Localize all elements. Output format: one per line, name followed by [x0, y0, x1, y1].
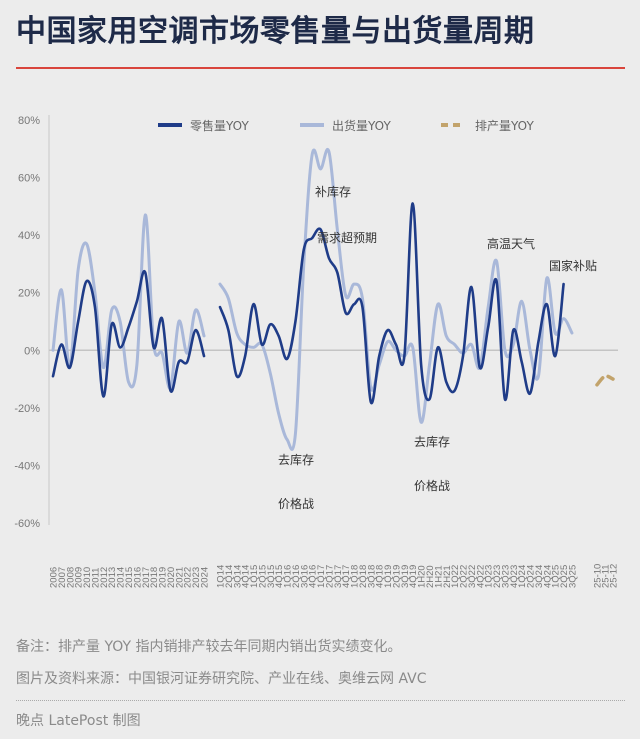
x-tick-label: 1Q17 [316, 565, 327, 588]
y-tick-label: 40% [18, 230, 40, 242]
chart: 80%60%40%20%0%-20%-40%-60%20062007200820… [14, 115, 620, 588]
x-tick-label: 1Q18 [350, 565, 361, 588]
annotation-price-war-1: 价格战 [278, 496, 314, 511]
x-tick-label: 2Q23 [492, 565, 503, 588]
x-tick-label: 2010 [82, 567, 93, 588]
x-tick-label: 1Q16 [283, 565, 294, 588]
annotation-restock: 补库存 [315, 184, 351, 199]
legend-production-label: 排产量YOY [475, 119, 534, 133]
footnote: 备注：排产量 YOY 指内销排产较去年同期内销出货实绩变化。 [16, 639, 402, 655]
x-tick-label: 4Q18 [375, 565, 386, 588]
x-tick-label: 2014 [116, 567, 127, 588]
x-tick-label: 2021 [174, 567, 185, 588]
x-tick-label: 2Q18 [358, 565, 369, 588]
x-tick-label: 3Q22 [467, 565, 478, 588]
y-tick-label: 80% [18, 115, 40, 127]
x-tick-label: 2Q17 [324, 565, 335, 588]
shipment-line [218, 147, 574, 451]
footer-divider [16, 700, 625, 701]
annotation-subsidy: 国家补贴 [549, 258, 597, 273]
x-tick-label: 2H20 [425, 565, 436, 588]
x-tick-label: 2020 [166, 567, 177, 588]
x-tick-label: 2Q15 [257, 565, 268, 588]
x-tick-label: 3Q23 [500, 565, 511, 588]
annotation-price-war-2: 价格战 [414, 478, 450, 493]
source-note: 图片及资料来源：中国银河证券研究院、产业在线、奥维云网 AVC [16, 671, 427, 687]
x-tick-label: 2009 [74, 567, 85, 588]
retail-line [218, 202, 565, 405]
y-tick-label: 20% [18, 288, 40, 300]
x-tick-label: 3Q19 [400, 565, 411, 588]
retail-line [51, 269, 206, 398]
x-tick-label: 2Q19 [391, 565, 402, 588]
x-tick-label: 2Q16 [291, 565, 302, 588]
x-tick-label: 3Q25 [567, 565, 578, 588]
x-tick-label: 1Q25 [551, 565, 562, 588]
x-tick-label: 1Q22 [450, 565, 461, 588]
x-tick-label: 2Q22 [459, 565, 470, 588]
legend-shipment-label: 出货量YOY [332, 118, 391, 133]
x-tick-label: 2015 [124, 567, 135, 588]
x-tick-label: 2012 [99, 567, 110, 588]
x-tick-label: 3Q15 [266, 565, 277, 588]
x-tick-label: 2H21 [442, 565, 453, 588]
x-tick-label: 2Q24 [526, 565, 537, 588]
title-divider [16, 67, 625, 69]
y-tick-label: 0% [24, 345, 40, 357]
y-tick-label: -40% [14, 460, 40, 472]
x-tick-label: 2017 [141, 567, 152, 588]
y-tick-label: 60% [18, 173, 40, 185]
credit: 晚点 LatePost 制图 [16, 713, 141, 729]
x-tick-label: 4Q19 [408, 565, 419, 588]
x-tick-label: 1Q19 [383, 565, 394, 588]
x-tick-label: 2024 [200, 567, 211, 588]
annotation-destock-1: 去库存 [278, 452, 314, 467]
x-tick-label: 1Q15 [249, 565, 260, 588]
x-tick-label: 2013 [107, 567, 118, 588]
y-tick-label: -20% [14, 403, 40, 415]
x-tick-label: 1Q14 [216, 565, 227, 588]
production-line [595, 374, 615, 387]
x-tick-label: 2007 [57, 567, 68, 588]
x-tick-label: 2019 [158, 567, 169, 588]
x-tick-label: 3Q14 [232, 565, 243, 588]
annotation-heat-wave: 高温天气 [487, 236, 535, 251]
x-tick-label: 4Q14 [241, 565, 252, 588]
annotation-demand-beat: 需求超预期 [317, 230, 377, 245]
x-tick-label: 2022 [183, 567, 194, 588]
x-tick-label: 4Q17 [341, 565, 352, 588]
shipment-line [51, 213, 206, 390]
annotation-destock-2: 去库存 [414, 434, 450, 449]
x-tick-label: 3Q16 [299, 565, 310, 588]
x-tick-label: 2008 [65, 567, 76, 588]
x-tick-label: 1Q23 [484, 565, 495, 588]
x-tick-label: 2011 [90, 568, 101, 588]
x-tick-label: 2Q25 [559, 565, 570, 588]
legend: 零售量YOY 出货量YOY 排产量YOY [158, 118, 534, 133]
x-tick-label: 25-12 [609, 564, 620, 588]
x-tick-label: 4Q24 [542, 565, 553, 588]
plot: 80%60%40%20%0%-20%-40%-60%20062007200820… [14, 115, 620, 588]
x-tick-label: 4Q16 [308, 565, 319, 588]
x-tick-label: 4Q15 [274, 565, 285, 588]
page-title: 中国家用空调市场零售量与出货量周期 [16, 14, 535, 49]
x-tick-label: 3Q17 [333, 565, 344, 588]
x-tick-label: 2Q14 [224, 565, 235, 588]
x-tick-label: 1Q24 [517, 565, 528, 588]
y-tick-label: -60% [14, 518, 40, 530]
x-tick-label: 1H21 [433, 565, 444, 588]
x-tick-label: 2006 [49, 567, 60, 588]
x-tick-label: 4Q23 [509, 565, 520, 588]
x-tick-label: 3Q24 [534, 565, 545, 588]
x-tick-label: 2018 [149, 567, 160, 588]
x-tick-label: 1H20 [417, 565, 428, 588]
legend-retail-label: 零售量YOY [190, 118, 249, 133]
x-tick-label: 4Q22 [475, 565, 486, 588]
x-tick-label: 25-11 [601, 564, 612, 588]
annotations: 补库存 需求超预期 去库存 价格战 去库存 价格战 高温天气 国家补贴 [278, 184, 597, 511]
x-tick-label: 25-10 [593, 564, 604, 588]
x-tick-label: 2023 [191, 567, 202, 588]
x-tick-label: 2016 [132, 567, 143, 588]
x-tick-label: 3Q18 [366, 565, 377, 588]
